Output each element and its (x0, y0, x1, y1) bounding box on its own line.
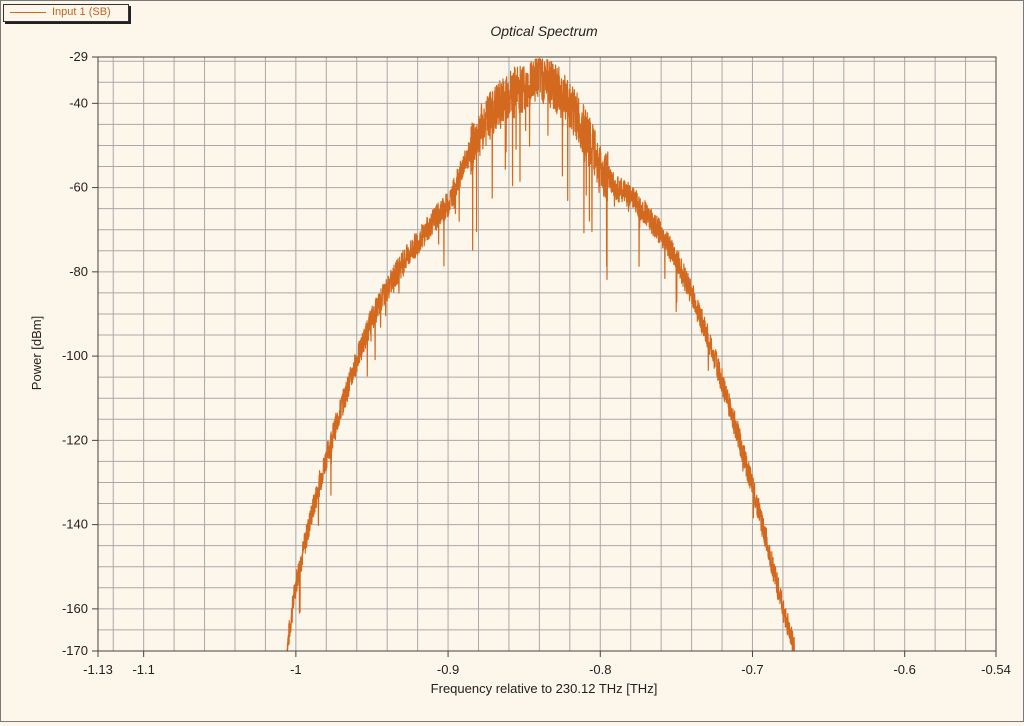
y-tick-label: -140 (62, 517, 88, 532)
y-axis-ticks: -29 -40 -60 -80 -100 -120 -140 -160 -170 (62, 49, 98, 658)
legend[interactable]: Input 1 (SB) (3, 4, 129, 22)
y-tick-label: -60 (69, 180, 88, 195)
y-tick-label: -160 (62, 601, 88, 616)
x-tick-label: -1.1 (132, 662, 154, 677)
x-tick-label: -1.13 (83, 662, 113, 677)
spectrum-trace (286, 58, 796, 652)
legend-label: Input 1 (SB) (52, 6, 111, 18)
y-tick-label: -100 (62, 348, 88, 363)
x-axis-label: Frequency relative to 230.12 THz [THz] (431, 681, 658, 696)
legend-swatch (10, 12, 46, 13)
y-tick-label: -80 (69, 264, 88, 279)
x-tick-label: -1 (290, 662, 302, 677)
y-tick-label: -170 (62, 643, 88, 658)
chart-title: Optical Spectrum (490, 23, 598, 39)
y-axis-label: Power [dBm] (29, 316, 44, 390)
x-tick-label: -0.6 (893, 662, 915, 677)
x-tick-label: -0.7 (741, 662, 763, 677)
grid (98, 57, 996, 651)
y-tick-label: -40 (69, 95, 88, 110)
x-tick-label: -0.8 (589, 662, 611, 677)
x-tick-label: -0.9 (437, 662, 459, 677)
x-axis-ticks: -1.13 -1.1 -1 -0.9 -0.8 -0.7 -0.6 -0.54 (83, 651, 1011, 677)
y-tick-label: -29 (69, 49, 88, 64)
series-group (286, 58, 796, 652)
x-tick-label: -0.54 (981, 662, 1011, 677)
y-tick-label: -120 (62, 432, 88, 447)
plot-border (97, 56, 997, 652)
